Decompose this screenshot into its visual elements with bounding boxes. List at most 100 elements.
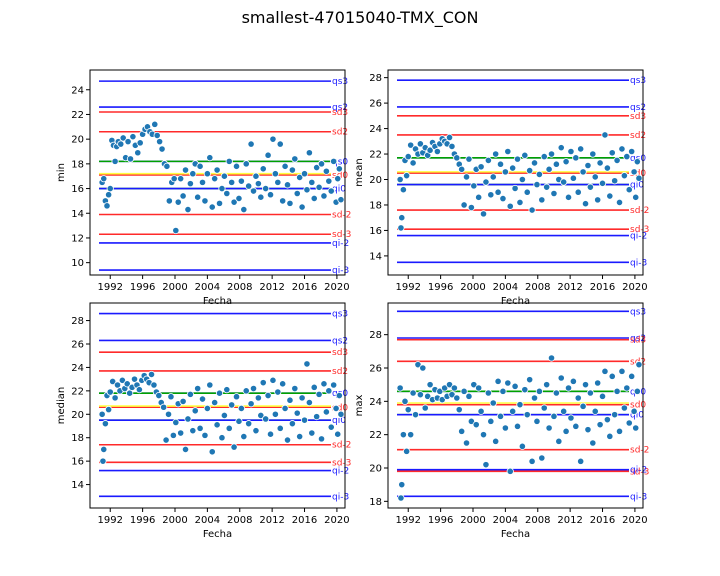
reference-line-label: sd-2 xyxy=(630,206,649,216)
data-point xyxy=(225,157,233,165)
x-axis-label: Fecha xyxy=(501,296,530,307)
data-point xyxy=(564,193,573,201)
data-point xyxy=(496,412,505,420)
data-point xyxy=(550,189,558,198)
data-point xyxy=(533,180,541,189)
data-point xyxy=(562,427,570,435)
data-point xyxy=(453,154,461,162)
data-point xyxy=(579,402,587,410)
data-point xyxy=(528,457,536,465)
x-tick-label: 2020 xyxy=(324,282,349,293)
data-point xyxy=(179,192,187,200)
data-point xyxy=(555,437,563,445)
reference-line-label: sd-2 xyxy=(332,441,351,451)
reference-line-label: qs3 xyxy=(332,310,348,320)
data-point xyxy=(441,384,449,392)
data-point xyxy=(407,431,415,439)
data-point xyxy=(303,360,311,368)
data-point xyxy=(633,387,641,395)
data-point xyxy=(521,151,529,159)
data-point xyxy=(279,380,287,388)
x-tick-label: 2000 xyxy=(162,515,187,526)
data-point xyxy=(547,354,556,362)
data-point xyxy=(462,439,471,447)
x-tick-label: 2016 xyxy=(590,515,615,526)
data-point xyxy=(445,133,454,142)
data-point xyxy=(237,404,245,413)
data-point xyxy=(334,175,342,183)
data-point xyxy=(249,384,258,393)
data-point xyxy=(494,377,502,385)
data-point xyxy=(262,415,270,423)
data-point xyxy=(315,390,323,398)
plot-frame xyxy=(387,69,644,276)
data-point xyxy=(249,187,258,195)
data-point xyxy=(523,411,531,419)
data-point xyxy=(538,196,546,204)
data-point xyxy=(494,188,502,196)
x-tick-label: 2020 xyxy=(324,515,349,526)
data-point xyxy=(213,166,221,174)
data-point xyxy=(526,166,534,175)
x-tick-label: 2016 xyxy=(292,515,317,526)
data-point xyxy=(407,141,415,149)
x-tick-label: 1992 xyxy=(396,282,421,293)
data-point xyxy=(467,417,475,425)
data-point xyxy=(181,166,190,174)
data-point xyxy=(177,429,185,437)
data-point xyxy=(237,177,245,185)
data-point xyxy=(608,372,616,380)
data-point xyxy=(247,400,255,408)
data-point xyxy=(477,163,485,171)
y-tick-label: 18 xyxy=(71,433,84,444)
data-point xyxy=(623,152,631,161)
data-point xyxy=(438,396,446,404)
data-point xyxy=(130,375,139,383)
data-point xyxy=(479,210,488,218)
data-point xyxy=(603,416,611,424)
data-point xyxy=(220,172,228,180)
data-point xyxy=(300,416,309,424)
data-point xyxy=(330,381,338,389)
data-point xyxy=(274,388,282,396)
reference-line-label: sd0 xyxy=(332,171,348,181)
data-point xyxy=(215,389,224,397)
reference-line-label: qi0 xyxy=(332,185,346,195)
data-point xyxy=(264,151,272,159)
x-tick-label: 2012 xyxy=(557,282,582,293)
data-point xyxy=(460,201,468,209)
data-point xyxy=(308,429,316,437)
data-point xyxy=(271,170,279,178)
data-point xyxy=(401,397,409,405)
data-point xyxy=(163,162,171,170)
reference-line-label: sd-2 xyxy=(332,210,351,220)
data-point xyxy=(134,149,142,157)
data-point xyxy=(276,424,284,432)
y-tick-label: 18 xyxy=(369,200,382,211)
x-tick-label: 1992 xyxy=(396,515,421,526)
data-point xyxy=(276,140,284,148)
data-point xyxy=(322,408,330,416)
x-tick-label: 1996 xyxy=(130,515,155,526)
data-point xyxy=(213,421,221,429)
data-point xyxy=(618,145,626,153)
data-point xyxy=(129,133,137,141)
y-tick-label: 22 xyxy=(71,110,84,121)
data-point xyxy=(247,140,255,148)
reference-line-label: sd-3 xyxy=(630,467,649,477)
data-point xyxy=(399,431,407,439)
data-point xyxy=(424,392,432,400)
reference-line-label: sd0 xyxy=(332,403,348,413)
data-point xyxy=(196,424,204,432)
data-point xyxy=(240,432,248,441)
data-point xyxy=(218,184,226,193)
data-point xyxy=(526,376,534,384)
data-point xyxy=(615,198,624,207)
y-axis-label: median xyxy=(56,387,67,425)
data-point xyxy=(484,156,492,165)
figure-title: smallest-47015040-TMX_CON xyxy=(241,8,479,27)
y-tick-label: 14 xyxy=(71,480,84,491)
data-point xyxy=(421,404,429,412)
x-tick-label: 2008 xyxy=(227,282,252,293)
data-point xyxy=(433,147,441,156)
